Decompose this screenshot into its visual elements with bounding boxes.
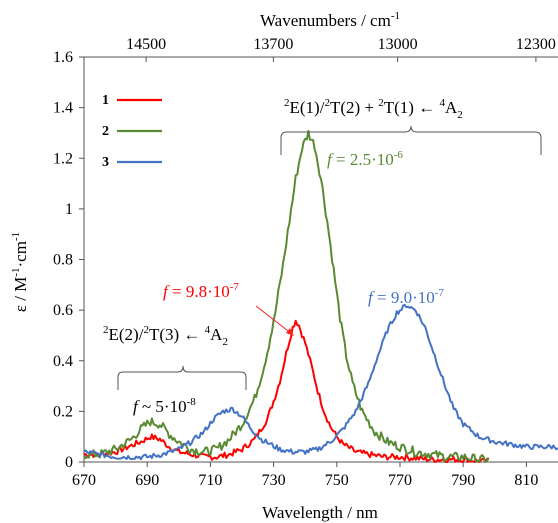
top-tick-label: 13700	[253, 36, 293, 53]
y-tick-label: 1.2	[53, 150, 73, 167]
annotation-f-red: f = 9.8·10-7	[163, 281, 239, 301]
y-tick-label: 0.6	[53, 302, 73, 319]
y-tick-label: 0.4	[53, 353, 73, 370]
x-axis-title: Wavelength / nm	[262, 503, 378, 522]
annotation-main-transition: 2E(1)/2T(2) + 2T(1) ← 4A2	[284, 97, 463, 121]
annotation-f-green: f = 2.5·10-6	[327, 149, 403, 169]
x-tick-label: 690	[135, 472, 159, 489]
annotation-arrow	[255, 305, 293, 335]
series-line-3	[83, 304, 558, 461]
y-axis-title: ε / M-1·cm-1	[10, 232, 30, 312]
top-tick-label: 14500	[126, 36, 166, 53]
annotation-f-blue: f = 9.0·10-7	[368, 287, 444, 307]
series-line-1	[83, 319, 490, 463]
legend-label-3: 3	[102, 155, 109, 170]
series-line-2	[83, 129, 490, 463]
top-axis-title: Wavenumbers / cm-1	[260, 10, 400, 30]
x-tick-label: 790	[451, 472, 475, 489]
arrow-head	[286, 328, 294, 336]
x-tick-label: 710	[198, 472, 222, 489]
x-tick-label: 750	[325, 472, 349, 489]
legend: 1 2 3	[102, 93, 162, 170]
annotation-left-transition: 2E(2)/2T(3) ← 4A2	[103, 324, 228, 348]
plot-area	[83, 129, 558, 463]
brace-left	[117, 365, 247, 390]
legend-label-2: 2	[102, 124, 109, 139]
y-tick-label: 1	[65, 201, 73, 218]
x-tick-label: 730	[262, 472, 286, 489]
axes: 670 690 710 730 750 770 790 810 0 0.2 0.4 0.6 0.8 1 1.…	[53, 36, 558, 489]
brace-main	[280, 125, 542, 155]
top-tick-label: 13000	[378, 36, 418, 53]
y-tick-label: 0.8	[53, 252, 73, 269]
y-tick-label: 1.4	[53, 100, 73, 117]
y-tick-label: 0	[65, 454, 73, 471]
annotation-f-black: f ~ 5·10-8	[133, 396, 196, 416]
y-tick-label: 0.2	[53, 403, 73, 420]
top-tick-label: 12300	[516, 36, 556, 53]
x-tick-label: 810	[514, 472, 538, 489]
x-tick-label: 670	[72, 472, 96, 489]
legend-label-1: 1	[102, 93, 109, 108]
y-tick-label: 1.6	[53, 49, 73, 66]
x-tick-label: 770	[388, 472, 412, 489]
